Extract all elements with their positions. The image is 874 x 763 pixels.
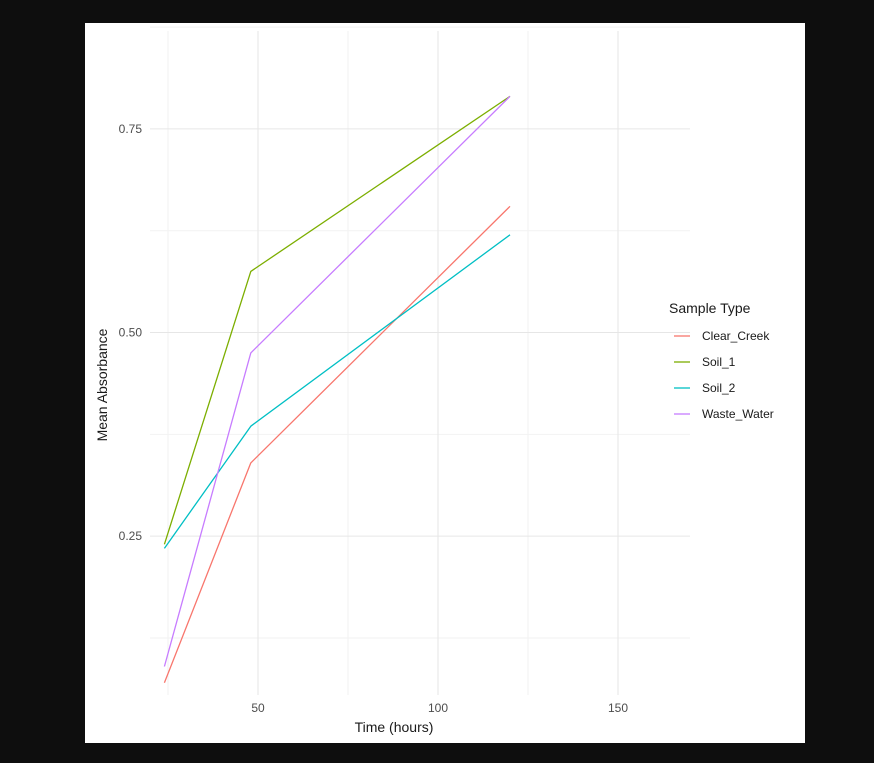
legend-label-soil-2: Soil_2 <box>702 381 736 395</box>
x-tick-label: 50 <box>251 701 265 715</box>
legend: Sample Type Clear_Creek Soil_1 Soil_2 Waste… <box>669 300 774 421</box>
y-tick-label: 0.25 <box>119 529 143 543</box>
x-tick-label: 100 <box>428 701 448 715</box>
minor-gridlines <box>150 26 690 695</box>
series-line-clear-creek <box>163 205 511 684</box>
y-axis-title: Mean Absorbance <box>94 328 110 441</box>
series-line-soil-2 <box>163 234 511 549</box>
major-gridlines <box>150 31 690 695</box>
x-tick-label: 150 <box>608 701 628 715</box>
y-tick-label: 0.75 <box>119 122 143 136</box>
legend-items: Clear_Creek Soil_1 Soil_2 Waste_Water <box>674 329 774 421</box>
legend-title: Sample Type <box>669 300 751 316</box>
y-tick-label: 0.50 <box>119 326 143 340</box>
series-line-waste-water <box>163 95 511 667</box>
legend-label-clear-creek: Clear_Creek <box>702 329 770 343</box>
y-axis-ticks: 0.25 0.50 0.75 <box>119 122 143 543</box>
x-axis-title: Time (hours) <box>355 719 434 735</box>
series-line-soil-1 <box>163 95 511 545</box>
series-lines <box>163 95 511 684</box>
chart-panel: 50 100 150 0.25 0.50 0.75 Time (hours) Mean … <box>85 23 805 743</box>
line-chart: 50 100 150 0.25 0.50 0.75 Time (hours) Mean … <box>94 26 774 735</box>
x-axis-ticks: 50 100 150 <box>251 701 628 715</box>
legend-label-soil-1: Soil_1 <box>702 355 736 369</box>
legend-label-waste-water: Waste_Water <box>702 407 774 421</box>
